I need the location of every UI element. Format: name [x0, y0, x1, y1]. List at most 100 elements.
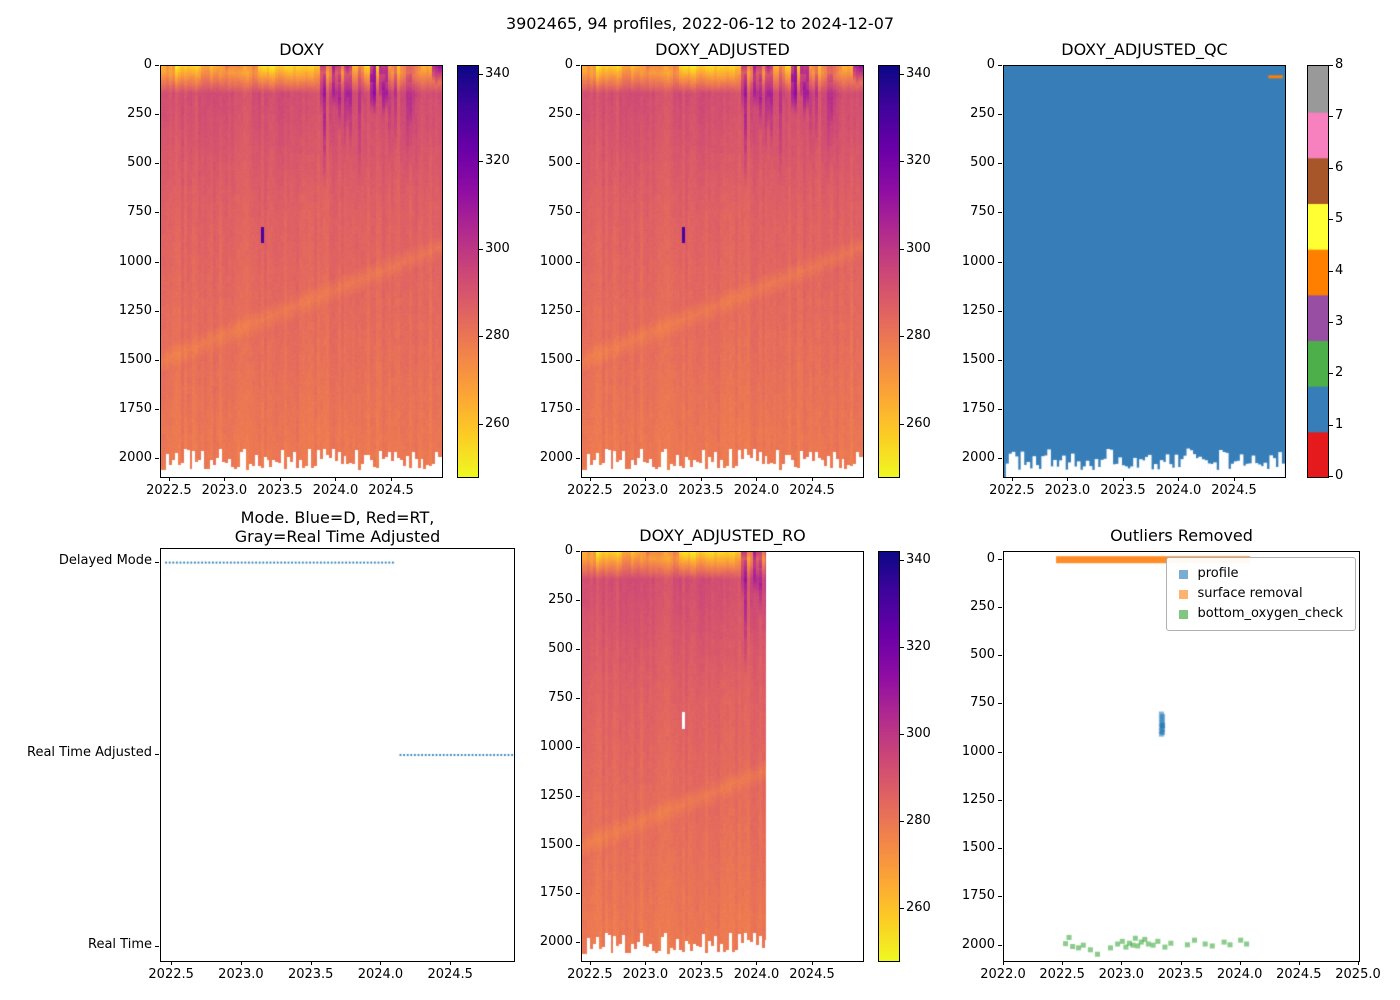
y-tick-label: 1500 — [961, 351, 995, 367]
y-tick-label: 2000 — [961, 936, 995, 952]
mode-canvas — [161, 549, 514, 961]
y-tick-label: 500 — [970, 647, 995, 663]
y-tick-mark — [998, 458, 1002, 460]
ro-colorbar-gradient — [879, 552, 899, 961]
x-tick-label: 2022.0 — [980, 967, 1026, 982]
y-tick-label: 750 — [970, 695, 995, 711]
y-tick-mark — [998, 261, 1002, 263]
y-tick-label: 1000 — [539, 253, 573, 269]
y-tick-label: 0 — [986, 550, 995, 566]
x-tick-label: 2023.0 — [622, 967, 669, 982]
doxy-heatmap — [160, 65, 443, 478]
y-tick-mark — [576, 795, 580, 797]
y-tick-mark — [998, 310, 1002, 312]
colorbar-tick-label: 340 — [485, 65, 510, 81]
x-tick-mark — [240, 961, 242, 965]
colorbar-tick-label: 260 — [485, 415, 510, 431]
x-tick-label: 2024.0 — [733, 483, 780, 498]
x-tick-mark — [812, 961, 814, 965]
y-tick-label: 500 — [970, 155, 995, 171]
legend-label: bottom_oxygen_check — [1197, 606, 1343, 621]
x-tick-mark — [1003, 961, 1004, 965]
colorbar-tick-label: 2 — [1335, 365, 1344, 381]
x-tick-mark — [1062, 961, 1064, 965]
colorbar-tick-label: 300 — [906, 240, 931, 256]
figure-suptitle: 3902465, 94 profiles, 2022-06-12 to 2024… — [505, 14, 895, 33]
legend-marker — [1179, 609, 1189, 619]
x-tick-label: 2024.5 — [1276, 967, 1322, 982]
colorbar-tick-label: 320 — [906, 153, 931, 169]
colorbar-tick-label: 340 — [906, 551, 931, 567]
x-tick-label: 2022.5 — [567, 967, 613, 982]
y-tick-mark — [155, 310, 159, 312]
y-tick-mark — [998, 65, 1002, 66]
y-tick-label: 500 — [548, 640, 573, 656]
y-tick-label: 750 — [548, 204, 573, 220]
y-tick-mark — [576, 114, 580, 116]
x-tick-label: 2025.0 — [1335, 967, 1381, 982]
y-tick-label: 1250 — [118, 302, 152, 318]
y-tick-label: 1500 — [539, 351, 573, 367]
y-tick-mark — [998, 359, 1002, 361]
outliers-legend: profile surface removal bottom_oxygen_chec… — [1166, 557, 1356, 631]
colorbar-tick-mark — [479, 423, 483, 425]
x-tick-mark — [812, 477, 814, 481]
x-tick-label: 2024.0 — [312, 483, 359, 498]
y-tick-mark — [576, 648, 580, 650]
colorbar-tick-mark — [900, 559, 904, 561]
colorbar-tick-label: 5 — [1335, 211, 1344, 227]
colorbar-tick-mark — [1329, 373, 1333, 375]
x-tick-label: 2024.0 — [1216, 967, 1263, 982]
doxy-adjusted-qc-title: DOXY_ADJUSTED_QC — [1061, 40, 1228, 59]
x-tick-label: 2023.0 — [622, 483, 669, 498]
y-tick-label: 2000 — [961, 450, 995, 466]
colorbar-tick-mark — [900, 907, 904, 909]
y-tick-mark — [576, 409, 580, 411]
y-tick-mark — [576, 893, 580, 895]
colorbar-tick-mark — [479, 336, 483, 338]
x-tick-label: 2024.0 — [357, 967, 404, 982]
x-tick-mark — [700, 477, 702, 481]
x-tick-label: 2024.5 — [427, 967, 473, 982]
y-tick-label: 0 — [564, 57, 573, 72]
y-tick-label: 250 — [970, 106, 995, 122]
category-label: Delayed Mode — [58, 552, 152, 568]
y-tick-mark — [998, 896, 1002, 898]
x-tick-mark — [224, 477, 226, 481]
y-tick-mark — [998, 212, 1002, 214]
y-tick-label: 500 — [548, 155, 573, 171]
y-tick-label: 1250 — [539, 302, 573, 318]
colorbar-tick-mark — [900, 820, 904, 822]
colorbar-tick-label: 300 — [906, 725, 931, 741]
y-tick-label: 750 — [127, 204, 152, 220]
y-tick-label: 1750 — [539, 401, 573, 417]
y-tick-label: 1750 — [539, 885, 573, 901]
x-tick-label: 2023.5 — [287, 967, 334, 982]
x-tick-mark — [335, 477, 337, 481]
colorbar-tick-label: 1 — [1335, 416, 1344, 432]
x-tick-mark — [589, 477, 591, 481]
x-tick-mark — [1298, 961, 1300, 965]
colorbar-tick-mark — [1329, 116, 1333, 118]
colorbar-tick-label: 260 — [906, 415, 931, 431]
y-tick-label: 2000 — [539, 934, 573, 950]
y-tick-mark — [155, 409, 159, 411]
y-tick-mark — [576, 65, 580, 66]
y-tick-mark — [998, 944, 1002, 946]
colorbar-tick-mark — [900, 73, 904, 75]
y-tick-label: 750 — [970, 204, 995, 220]
x-tick-label: 2023.5 — [1100, 483, 1146, 498]
adjusted-canvas — [582, 66, 863, 477]
x-tick-label: 2023.5 — [257, 483, 303, 498]
doxy-adjusted-heatmap — [581, 65, 864, 478]
y-tick-mark — [576, 697, 580, 699]
y-tick-label: 1250 — [961, 791, 995, 807]
doxy-adjusted-ro-heatmap — [581, 551, 864, 962]
y-tick-mark — [998, 703, 1002, 705]
x-tick-label: 2024.5 — [789, 483, 835, 498]
y-tick-mark — [576, 261, 580, 263]
y-tick-mark — [576, 359, 580, 361]
x-tick-mark — [1011, 477, 1013, 481]
colorbar-tick-mark — [900, 423, 904, 425]
qc-colorbar — [1307, 65, 1329, 478]
